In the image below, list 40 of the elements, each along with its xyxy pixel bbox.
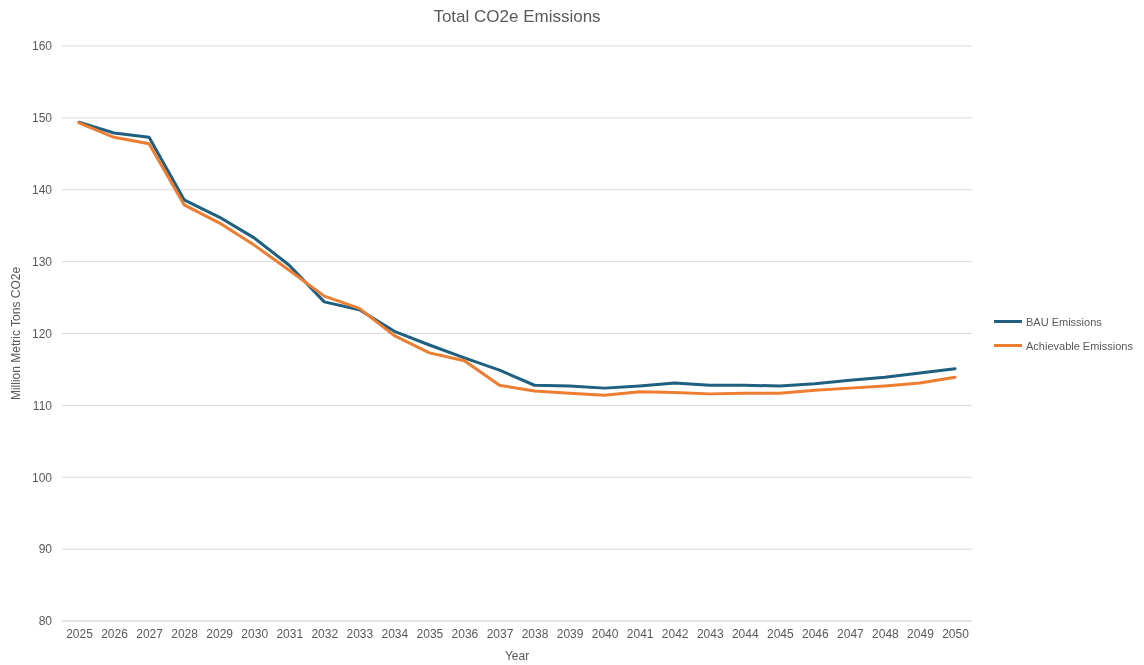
y-tick-label: 120 xyxy=(31,326,53,341)
x-tick-label: 2036 xyxy=(451,626,479,641)
x-tick-label: 2047 xyxy=(837,626,865,641)
x-tick-label: 2048 xyxy=(872,626,900,641)
x-tick-label: 2034 xyxy=(381,626,409,641)
x-tick-label: 2035 xyxy=(416,626,444,641)
x-tick-label: 2025 xyxy=(66,626,94,641)
x-tick-label: 2037 xyxy=(486,626,514,641)
x-tick-label: 2042 xyxy=(661,626,689,641)
y-tick-label: 80 xyxy=(38,614,53,629)
y-tick-label: 100 xyxy=(31,470,53,485)
x-tick-label: 2032 xyxy=(311,626,339,641)
x-tick-label: 2030 xyxy=(241,626,269,641)
x-tick-label: 2049 xyxy=(907,626,935,641)
legend-label: Achievable Emissions xyxy=(1026,339,1134,352)
x-tick-label: 2026 xyxy=(101,626,129,641)
x-tick-label: 2050 xyxy=(942,626,970,641)
legend-label: BAU Emissions xyxy=(1026,315,1103,328)
x-tick-label: 2044 xyxy=(731,626,759,641)
x-tick-label: 2027 xyxy=(136,626,164,641)
x-tick-label: 2039 xyxy=(556,626,584,641)
y-tick-label: 140 xyxy=(31,183,53,198)
y-tick-label: 130 xyxy=(31,254,53,269)
y-tick-label: 150 xyxy=(31,111,53,126)
x-tick-label: 2040 xyxy=(591,626,619,641)
x-tick-label: 2033 xyxy=(346,626,374,641)
x-tick-label: 2043 xyxy=(696,626,724,641)
x-axis-title: Year xyxy=(504,649,530,663)
chart-title: Total CO2e Emissions xyxy=(433,7,601,26)
y-tick-label: 110 xyxy=(32,398,53,413)
y-axis-title: Million Metric Tons CO2e xyxy=(9,266,23,401)
x-tick-label: 2031 xyxy=(276,626,304,641)
y-tick-label: 90 xyxy=(38,542,53,557)
x-tick-label: 2029 xyxy=(206,626,234,641)
x-tick-label: 2041 xyxy=(626,626,654,641)
x-tick-label: 2038 xyxy=(521,626,549,641)
x-tick-label: 2046 xyxy=(801,626,830,641)
x-tick-label: 2028 xyxy=(171,626,199,641)
x-tick-label: 2045 xyxy=(766,626,794,641)
y-tick-label: 160 xyxy=(31,39,53,54)
